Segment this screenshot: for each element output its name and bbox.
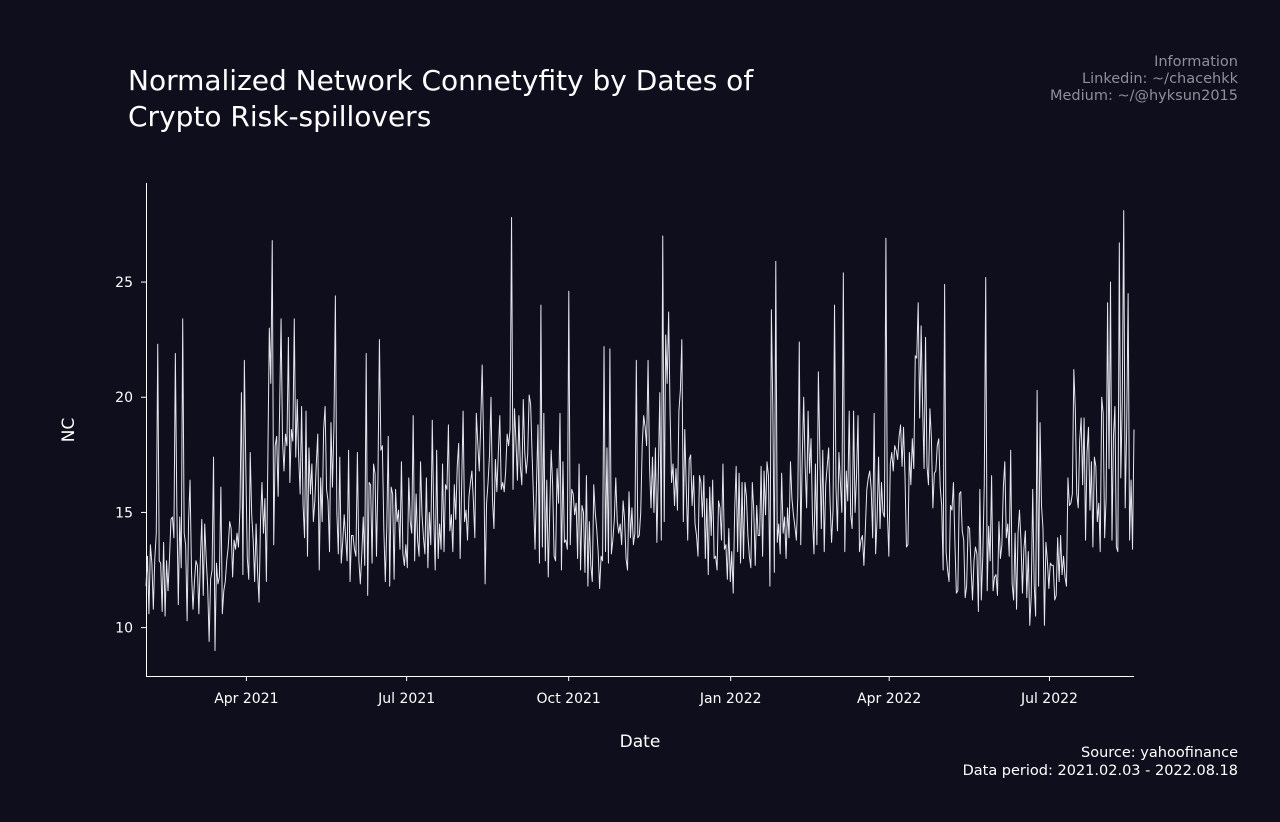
info-heading: Information	[1154, 54, 1238, 70]
x-tick-label: Apr 2021	[214, 691, 278, 707]
y-axis-ticks: 10 15 20 25	[115, 275, 146, 637]
series-line	[145, 210, 1135, 652]
x-tick-label: Jul 2022	[1020, 691, 1078, 707]
y-axis-title: NC	[59, 418, 79, 443]
y-tick-label: 15	[115, 505, 133, 521]
x-axis-title: Date	[620, 732, 661, 752]
x-tick-label: Apr 2022	[857, 691, 921, 707]
x-tick-label: Jan 2022	[699, 691, 762, 707]
x-tick-label: Oct 2021	[537, 691, 601, 707]
chart-title: Normalized Network Connetyfity by Dates …	[128, 64, 754, 133]
x-axis-ticks: Apr 2021 Jul 2021 Oct 2021 Jan 2022 Apr 2022…	[214, 676, 1078, 707]
data-period-label: Data period: 2021.02.03 - 2022.08.18	[962, 763, 1238, 779]
source-label: Source: yahoofinance	[1081, 745, 1238, 761]
y-tick-label: 25	[115, 275, 133, 291]
y-tick-label: 20	[115, 390, 133, 406]
info-linkedin: Linkedin: ~/chacehkk	[1082, 71, 1238, 87]
info-medium: Medium: ~/@hyksun2015	[1049, 88, 1238, 104]
y-tick-label: 10	[115, 621, 133, 637]
x-tick-label: Jul 2021	[377, 691, 435, 707]
source-box: Source: yahoofinance Data period: 2021.0…	[963, 744, 1238, 780]
info-box: Information Linkedin: ~/chacehkk Medium:…	[1050, 54, 1238, 105]
